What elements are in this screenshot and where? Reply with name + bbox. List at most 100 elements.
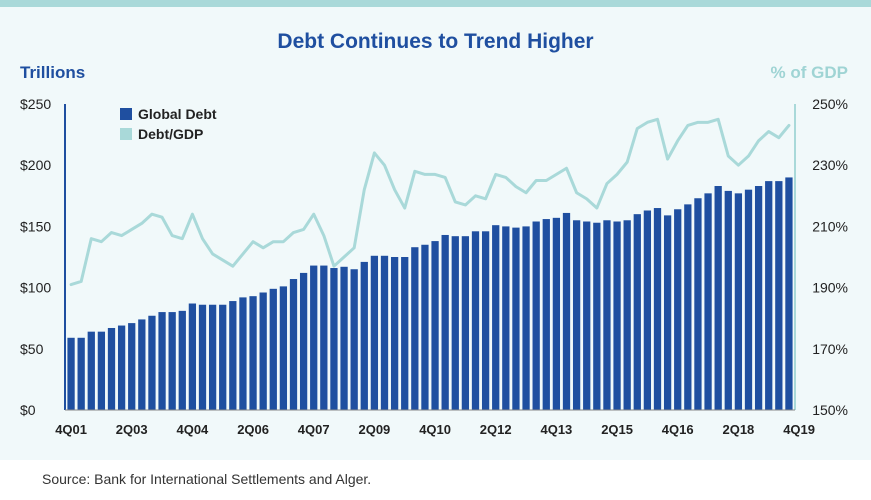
bar	[259, 292, 267, 410]
bar	[754, 186, 763, 410]
line-series-debt-gdp	[69, 117, 791, 287]
bar	[269, 288, 277, 410]
bar-series-global-debt	[67, 177, 793, 410]
axes: $250 $200 $150 $100 $50 $0 250% 230% 210% 190% 170…	[20, 96, 848, 437]
x-tick-label: 4Q04	[176, 422, 209, 437]
x-tick-label: 2Q06	[237, 422, 269, 437]
bar	[67, 337, 75, 410]
bar	[532, 221, 540, 410]
left-axis-label: Trillions	[20, 63, 86, 82]
bar	[653, 208, 662, 410]
x-tick-label: 2Q15	[601, 422, 633, 437]
x-tick-label: 4Q19	[783, 422, 815, 437]
bar	[330, 268, 338, 410]
bar	[188, 303, 197, 410]
bar	[785, 177, 793, 410]
bar	[279, 286, 288, 410]
bar	[87, 331, 95, 410]
bar	[411, 247, 419, 410]
bar	[117, 325, 126, 410]
left-tick-label: $200	[20, 157, 51, 173]
legend-swatch-debt-gdp	[120, 128, 132, 140]
bar	[310, 265, 318, 410]
x-tick-label: 4Q10	[419, 422, 451, 437]
bar	[441, 234, 449, 410]
bar	[380, 255, 389, 410]
x-tick-label: 4Q16	[662, 422, 694, 437]
bar	[219, 304, 227, 410]
bar	[461, 236, 470, 410]
right-tick-label: 190%	[812, 280, 848, 296]
right-tick-label: 230%	[812, 157, 848, 173]
right-tick-label: 250%	[812, 96, 848, 112]
bar	[522, 226, 530, 410]
legend-label-global-debt: Global Debt	[138, 106, 217, 122]
bar	[168, 312, 176, 410]
bar	[492, 225, 500, 410]
top-accent-bar	[0, 0, 871, 7]
debt-chart: $250 $200 $150 $100 $50 $0 250% 230% 210% 190% 170…	[20, 96, 848, 437]
bar	[613, 221, 621, 410]
bar	[249, 296, 257, 410]
x-tick-label: 4Q07	[298, 422, 330, 437]
legend: Global Debt Debt/GDP	[120, 106, 217, 142]
bar	[128, 323, 136, 410]
bar	[603, 220, 611, 410]
legend-label-debt-gdp: Debt/GDP	[138, 126, 203, 142]
right-tick-label: 150%	[812, 402, 848, 418]
bar	[674, 209, 682, 410]
bar	[320, 265, 328, 410]
bar	[178, 310, 186, 410]
bar	[107, 327, 116, 410]
bar	[390, 257, 399, 410]
bar	[138, 319, 146, 410]
right-axis-label: % of GDP	[770, 63, 848, 82]
bar	[158, 312, 166, 410]
bar	[97, 331, 106, 410]
bar	[77, 337, 85, 410]
x-tick-label: 2Q12	[480, 422, 512, 437]
bar	[552, 217, 561, 410]
bar	[593, 222, 601, 410]
left-tick-label: $150	[20, 218, 51, 234]
bar	[724, 190, 732, 410]
right-tick-label: 210%	[812, 218, 848, 234]
left-tick-label: $0	[20, 402, 36, 418]
bar	[350, 269, 358, 410]
bar	[633, 214, 641, 410]
bar	[714, 186, 722, 410]
debt-gdp-line	[69, 117, 791, 287]
x-tick-label: 4Q01	[55, 422, 87, 437]
bar	[744, 189, 753, 410]
left-tick-label: $250	[20, 96, 51, 112]
bar	[502, 226, 510, 410]
bar	[370, 255, 379, 410]
bar	[623, 220, 631, 410]
bar	[643, 210, 652, 410]
legend-swatch-global-debt	[120, 108, 132, 120]
bar	[229, 301, 237, 410]
bar	[734, 193, 743, 410]
bar	[775, 181, 783, 410]
x-tick-label: 4Q13	[540, 422, 572, 437]
source-note: Source: Bank for International Settlemen…	[42, 471, 372, 487]
bar	[512, 227, 520, 410]
bar	[289, 279, 298, 410]
x-tick-label: 2Q18	[722, 422, 754, 437]
bar	[451, 236, 459, 410]
bar	[340, 266, 348, 410]
x-tick-label: 2Q09	[358, 422, 390, 437]
bar	[684, 204, 692, 410]
bar	[583, 221, 591, 410]
bar	[360, 261, 368, 410]
bar	[663, 215, 672, 410]
bar	[208, 304, 217, 410]
bar	[765, 181, 773, 410]
bar	[148, 315, 156, 410]
bar	[471, 231, 480, 410]
bar	[542, 219, 550, 410]
x-tick-label: 2Q03	[116, 422, 148, 437]
right-tick-label: 170%	[812, 341, 848, 357]
bar	[239, 297, 247, 410]
bar	[198, 304, 207, 410]
